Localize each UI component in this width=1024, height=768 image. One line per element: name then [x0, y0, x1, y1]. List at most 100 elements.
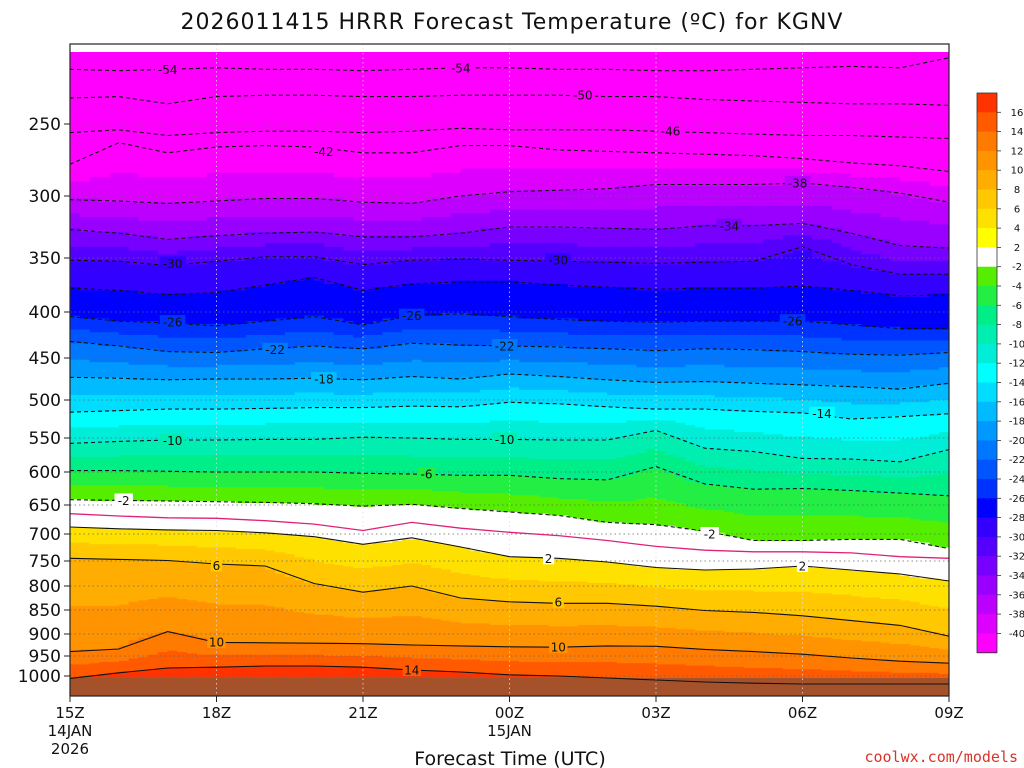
- temperature-cell: [89, 239, 100, 244]
- temperature-cell: [148, 638, 159, 641]
- temperature-cell: [216, 665, 227, 668]
- temperature-cell: [89, 337, 100, 342]
- temperature-cell: [167, 202, 179, 207]
- temperature-cell: [89, 431, 100, 435]
- temperature-cell: [177, 420, 188, 424]
- temperature-cell: [109, 586, 120, 589]
- temperature-cell: [109, 501, 120, 504]
- temperature-cell: [167, 217, 179, 222]
- temperature-cell: [177, 457, 188, 460]
- temperature-cell: [206, 489, 218, 492]
- temperature-cell: [226, 434, 237, 438]
- temperature-cell: [157, 283, 169, 288]
- temperature-cell: [177, 603, 188, 606]
- temperature-cell: [167, 503, 179, 506]
- temperature-cell: [226, 323, 237, 328]
- temperature-cell: [109, 261, 120, 266]
- temperature-cell: [118, 653, 130, 656]
- temperature-cell: [148, 475, 159, 478]
- temperature-cell: [138, 354, 149, 358]
- temperature-cell: [177, 624, 188, 627]
- temperature-cell: [196, 553, 208, 557]
- temperature-cell: [187, 562, 198, 565]
- temperature-cell: [187, 663, 198, 665]
- temperature-cell: [109, 568, 120, 571]
- temperature-cell: [157, 303, 169, 308]
- temperature-cell: [79, 270, 91, 275]
- temperature-cell: [167, 250, 179, 255]
- temperature-cell: [128, 644, 139, 647]
- temperature-cell: [157, 99, 169, 105]
- temperature-cell: [226, 550, 237, 553]
- temperature-cell: [157, 134, 169, 139]
- temperature-cell: [206, 617, 218, 620]
- temperature-cell: [167, 463, 179, 466]
- temperature-cell: [187, 630, 198, 633]
- temperature-cell: [206, 676, 218, 679]
- temperature-cell: [245, 243, 257, 248]
- temperature-cell: [79, 73, 91, 79]
- temperature-cell: [148, 539, 159, 542]
- temperature-cell: [157, 411, 169, 415]
- temperature-cell: [177, 629, 188, 632]
- temperature-cell: [206, 440, 218, 444]
- temperature-cell: [187, 580, 198, 583]
- temperature-cell: [128, 438, 139, 442]
- temperature-cell: [157, 534, 169, 537]
- temperature-cell: [177, 185, 188, 191]
- temperature-cell: [89, 364, 100, 368]
- temperature-cell: [99, 392, 110, 396]
- temperature-cell: [167, 116, 179, 122]
- temperature-cell: [128, 202, 139, 207]
- temperature-cell: [177, 672, 188, 675]
- temperature-cell: [79, 524, 91, 527]
- temperature-cell: [99, 553, 110, 557]
- temperature-cell: [99, 440, 110, 444]
- temperature-cell: [226, 90, 237, 96]
- temperature-cell: [89, 525, 100, 529]
- temperature-cell: [157, 397, 169, 401]
- temperature-cell: [89, 413, 100, 417]
- temperature-cell: [128, 121, 139, 127]
- temperature-cell: [187, 536, 198, 539]
- temperature-cell: [79, 425, 91, 428]
- temperature-cell: [187, 669, 198, 671]
- temperature-cell: [79, 652, 91, 654]
- temperature-cell: [148, 614, 159, 617]
- temperature-cell: [79, 461, 91, 464]
- temperature-cell: [196, 511, 208, 515]
- temperature-cell: [157, 479, 169, 482]
- temperature-cell: [177, 280, 188, 285]
- temperature-cell: [118, 660, 130, 663]
- temperature-cell: [148, 634, 159, 637]
- temperature-cell: [148, 239, 159, 244]
- temperature-cell: [196, 290, 208, 295]
- temperature-cell: [79, 547, 91, 550]
- temperature-cell: [79, 624, 91, 627]
- temperature-cell: [177, 228, 188, 233]
- temperature-cell: [148, 604, 159, 607]
- temperature-cell: [89, 597, 100, 600]
- temperature-cell: [167, 425, 179, 428]
- temperature-cell: [167, 397, 179, 401]
- temperature-cell: [89, 194, 100, 200]
- temperature-cell: [216, 198, 227, 203]
- temperature-cell: [196, 539, 208, 542]
- temperature-cell: [177, 467, 188, 470]
- temperature-cell: [157, 497, 169, 500]
- temperature-cell: [187, 290, 198, 295]
- temperature-cell: [89, 274, 100, 279]
- temperature-cell: [187, 601, 198, 604]
- temperature-cell: [206, 329, 218, 333]
- temperature-cell: [226, 444, 237, 448]
- temperature-cell: [79, 411, 91, 415]
- temperature-cell: [157, 601, 169, 604]
- temperature-cell: [226, 499, 237, 502]
- temperature-cell: [216, 213, 227, 218]
- temperature-cell: [187, 125, 198, 131]
- temperature-cell: [167, 674, 179, 676]
- temperature-cell: [187, 531, 198, 534]
- temperature-cell: [109, 536, 120, 539]
- temperature-cell: [99, 671, 110, 674]
- temperature-cell: [138, 209, 149, 214]
